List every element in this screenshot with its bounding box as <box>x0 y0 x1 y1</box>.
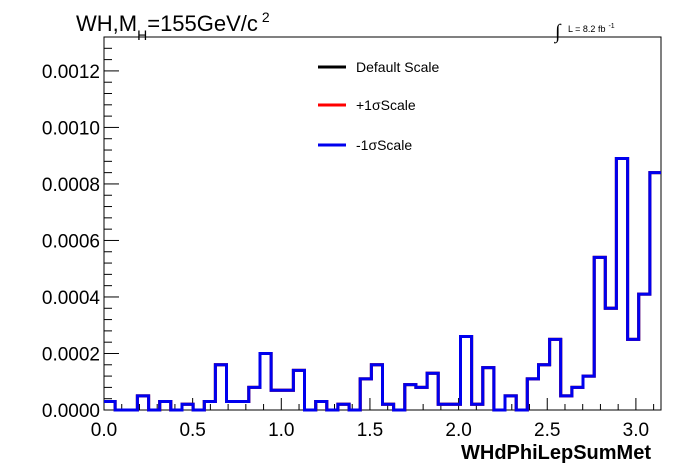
y-tick-label: 0.0010 <box>42 118 100 139</box>
x-tick-label: 0.0 <box>91 420 117 441</box>
plot-frame <box>103 36 662 411</box>
x-tick-label: 1.5 <box>357 420 383 441</box>
x-tick-label: 0.5 <box>179 420 205 441</box>
x-tick-label: 1.0 <box>268 420 294 441</box>
x-axis-label: WHdPhiLepSumMet <box>461 442 651 464</box>
x-tick-label: 3.0 <box>623 420 649 441</box>
lumi-text: L = 8.2 fb <box>568 24 605 34</box>
x-tick-label: 2.5 <box>534 420 560 441</box>
y-tick-label: 0.0008 <box>42 175 100 196</box>
y-tick-label: 0.0000 <box>42 401 100 422</box>
title-value: =155GeV/c <box>147 11 258 36</box>
y-tick-label: 0.0012 <box>42 62 100 83</box>
y-tick-label: 0.0002 <box>42 344 100 365</box>
lumi-superscript: -1 <box>608 23 614 30</box>
title-subscript: H <box>137 27 147 43</box>
y-tick-label: 0.0004 <box>42 288 101 309</box>
title-prefix: WH,M <box>76 11 137 36</box>
legend-label-0: Default Scale <box>356 59 439 75</box>
legend: Default Scale +1σScale -1σScale <box>318 59 439 153</box>
title-superscript: 2 <box>262 9 270 25</box>
axes-layer: 0.00000.00020.00040.00060.00080.00100.00… <box>42 36 655 441</box>
legend-label-2: -1σScale <box>356 137 412 153</box>
histogram-series-2 <box>104 157 661 412</box>
lumi-label: L = 8.2 fb -1 <box>568 23 615 34</box>
chart-title: WH,MH=155GeV/c 2 <box>76 9 270 43</box>
legend-label-1: +1σScale <box>356 97 416 113</box>
series-layer <box>104 157 661 412</box>
y-tick-label: 0.0006 <box>42 231 100 252</box>
lumi-integral-sign: ∫ <box>553 21 562 44</box>
x-tick-label: 2.0 <box>445 420 471 441</box>
